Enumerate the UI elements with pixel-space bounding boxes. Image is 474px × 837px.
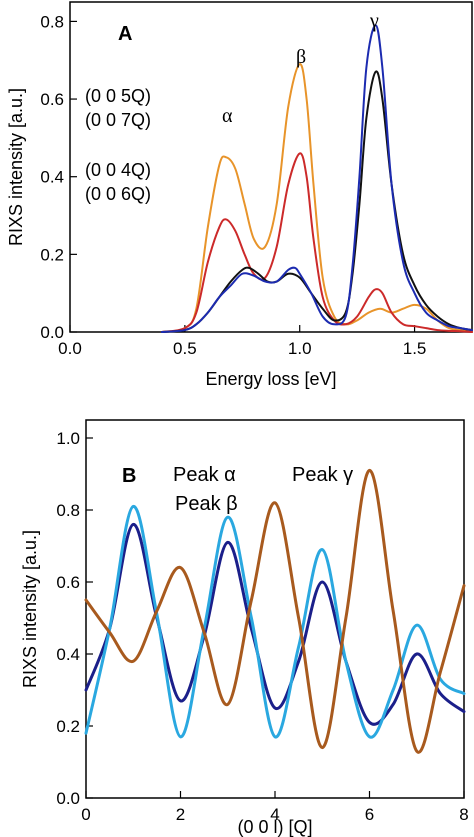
panel-b-ytick-label: 0.4 <box>56 645 80 664</box>
panel-a-ytick-label: 0.6 <box>40 90 64 109</box>
panel-b-ytick-label: 0.0 <box>56 789 80 808</box>
panel-b-ylabel: RIXS intensity [a.u.] <box>20 530 40 688</box>
panel-b-ticks: 0 2 4 6 8 0.0 0.2 0.4 0.6 0.8 1.0 <box>56 429 468 824</box>
panel-a-xtick-label: 1.0 <box>288 339 312 358</box>
panel-a-xtick-label: 1.5 <box>403 339 427 358</box>
legend-a-6q: (0 0 6Q) <box>85 184 151 204</box>
panel-b-ytick-label: 0.2 <box>56 717 80 736</box>
legend-b-alpha: Peak α <box>173 464 236 486</box>
panel-b-series-line-2 <box>84 468 466 754</box>
panel-a-label: A <box>118 23 132 45</box>
panel-a-series-line-0 <box>160 63 473 333</box>
panel-b-ytick-label: 1.0 <box>56 429 80 448</box>
legend-b-beta: Peak β <box>175 493 238 515</box>
panel-a-ytick-label: 0.2 <box>40 245 64 264</box>
panel-b-series-line-1 <box>84 504 466 739</box>
peak-gamma-label: γ <box>369 10 379 32</box>
panel-a-xtick-label: 0.0 <box>58 339 82 358</box>
panel-b-series-line-0 <box>84 522 466 726</box>
peak-beta-label: β <box>296 46 306 68</box>
panel-a-xtick-label: 0.5 <box>173 339 197 358</box>
panel-a-series-line-1 <box>160 152 473 333</box>
panel-a-ylabel: RIXS intensity [a.u.] <box>6 88 26 246</box>
panel-b-xlabel: (0 0 l) [Q] <box>237 817 312 837</box>
panel-a-ytick-label: 0.4 <box>40 168 64 187</box>
panel-a-series <box>160 24 473 333</box>
panel-b-xtick-label: 6 <box>365 805 374 824</box>
panel-a-xlabel: Energy loss [eV] <box>205 369 336 389</box>
panel-b-ytick-label: 0.6 <box>56 573 80 592</box>
panel-b-label: B <box>122 465 136 487</box>
panel-b: 0 2 4 6 80.00.20.40.60.81.0 B Peak α Peak β … <box>20 419 469 837</box>
panel-b-series <box>84 468 466 754</box>
panel-b-xtick-label: 0 <box>81 805 90 824</box>
legend-b-gamma: Peak γ <box>292 464 353 486</box>
panel-a-ytick-label: 0.8 <box>40 12 64 31</box>
legend-a-4q: (0 0 4Q) <box>85 160 151 180</box>
panel-b-ytick-label: 0.8 <box>56 501 80 520</box>
legend-a-7q: (0 0 7Q) <box>85 110 151 130</box>
panel-a-ticks: 0.0 0.5 1.0 1.5 0.0 0.2 0.4 0.6 0.8 <box>40 12 426 358</box>
panel-a-series-line-3 <box>160 24 473 333</box>
peak-alpha-label: α <box>222 105 233 127</box>
panel-a: 0.0 0.5 1.0 1.5 0.0 0.2 0.4 0.6 0.8 A α β γ (0 0… <box>6 1 473 389</box>
panel-b-xtick-label: 8 <box>459 805 468 824</box>
panel-b-xtick-label: 4 <box>270 805 279 824</box>
panel-a-series-line-2 <box>160 70 473 333</box>
panel-a-frame <box>69 1 473 333</box>
legend-a-5q: (0 0 5Q) <box>85 86 151 106</box>
panel-b-frame <box>85 419 465 799</box>
panel-b-xtick-label: 2 <box>176 805 185 824</box>
panel-a-ytick-label: 0.0 <box>40 323 64 342</box>
